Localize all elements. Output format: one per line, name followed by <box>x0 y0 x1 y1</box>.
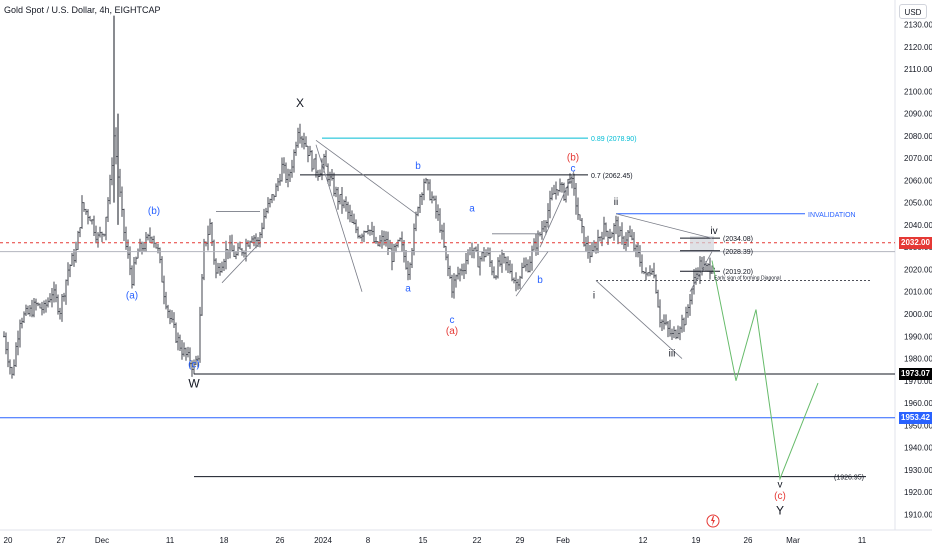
level-label: 0.89 (2078.90) <box>591 136 637 143</box>
wave-label: (c) <box>774 491 786 502</box>
trend-line <box>689 251 713 292</box>
projection-path <box>711 260 819 481</box>
price-tick-label: 1960.00 <box>904 399 932 408</box>
wave-label: X <box>296 96 304 110</box>
tradingview-logo-icon <box>706 514 720 528</box>
trend-line <box>315 139 417 215</box>
time-tick-label: 26 <box>276 536 285 545</box>
price-tick-label: 2010.00 <box>904 288 932 297</box>
wave-label: (a) <box>126 290 138 301</box>
time-tick-label: 8 <box>366 536 371 545</box>
price-tick-label: 2060.00 <box>904 176 932 185</box>
wave-label: ii <box>614 197 618 208</box>
time-tick-label: 19 <box>692 536 701 545</box>
wave-label: (c) <box>188 359 200 370</box>
level-label: INVALIDATION <box>808 212 856 219</box>
time-tick-label: 2024 <box>314 536 332 545</box>
trend-line <box>221 242 261 284</box>
time-tick-label: 11 <box>166 536 175 545</box>
price-tick-label: 1950.00 <box>904 421 932 430</box>
price-tick-label: 1980.00 <box>904 355 932 364</box>
trend-line <box>615 213 713 239</box>
price-tick-label: 2100.00 <box>904 87 932 96</box>
wave-label: a <box>405 284 411 295</box>
price-tick-label: 2020.00 <box>904 265 932 274</box>
price-tick-label: 2050.00 <box>904 199 932 208</box>
price-tick-label: 2040.00 <box>904 221 932 230</box>
price-tick-label: 1940.00 <box>904 444 932 453</box>
trend-line <box>315 144 363 292</box>
time-tick-label: 20 <box>4 536 13 545</box>
price-tick-label: 1910.00 <box>904 510 932 519</box>
time-tick-label: 29 <box>516 536 525 545</box>
price-tick-label: 1920.00 <box>904 488 932 497</box>
wave-label: a <box>469 204 475 215</box>
wave-label: v <box>778 480 783 491</box>
chart-grid <box>0 0 932 531</box>
time-tick-label: 18 <box>220 536 229 545</box>
wave-label: Y <box>776 503 784 517</box>
time-tick-label: 15 <box>419 536 428 545</box>
level-label: (1926.95) <box>834 475 864 482</box>
price-tick-label: 1970.00 <box>904 377 932 386</box>
price-tag: 1953.42 <box>899 411 932 424</box>
price-tick-label: 2110.00 <box>904 65 932 74</box>
price-tag: 1973.07 <box>899 367 932 380</box>
level-label: (2028.39) <box>723 249 753 256</box>
trend-line <box>539 171 575 248</box>
annotation-lines <box>0 137 895 481</box>
price-tick-label: 2000.00 <box>904 310 932 319</box>
level-label: 0.7 (2062.45) <box>591 173 633 180</box>
time-tick-label: 12 <box>639 536 648 545</box>
time-tick-label: Mar <box>786 536 800 545</box>
wave-label: i <box>593 290 595 301</box>
price-tick-label: 2130.00 <box>904 20 932 29</box>
wave-label: b <box>415 161 421 172</box>
price-tick-label: 2090.00 <box>904 110 932 119</box>
time-tick-label: Dec <box>95 536 109 545</box>
level-label: (2019.20) <box>723 269 753 276</box>
price-axis[interactable]: 2130.00 2120.00 2110.00 2100.00 2090.00 2080.… <box>904 20 932 519</box>
wave-labels: 0.89 (2078.90) 0.7 (2062.45) INVALIDATION (… <box>126 96 864 518</box>
trend-line <box>595 280 683 359</box>
time-tick-label: Feb <box>556 536 570 545</box>
diagonal-note-label: Early sign of forming Diagonal <box>714 276 781 282</box>
time-tick-label: 27 <box>57 536 66 545</box>
currency-button[interactable]: USD <box>899 4 927 19</box>
level-label: (2034.08) <box>723 236 753 243</box>
time-tick-label: 11 <box>858 536 867 545</box>
wave-label: (a) <box>446 326 458 337</box>
price-tick-label: 2120.00 <box>904 43 932 52</box>
time-tick-label: 22 <box>473 536 482 545</box>
trend-line <box>515 251 549 297</box>
wave-label: iii <box>669 348 676 359</box>
price-tag: 2032.00 <box>899 236 932 249</box>
time-axis[interactable]: 20 27 Dec 11 18 26 2024 8 15 22 29 Feb 12 19 26 Mar 11 <box>4 536 867 545</box>
price-tick-label: 1990.00 <box>904 332 932 341</box>
wave-label: b <box>537 275 543 286</box>
symbol-title: Gold Spot / U.S. Dollar, 4h, EIGHTCAP <box>4 5 161 15</box>
wave-label: (b) <box>148 206 160 217</box>
price-tick-label: 2070.00 <box>904 154 932 163</box>
candles <box>3 15 715 379</box>
consolidation-box <box>690 236 714 252</box>
wave-label: iv <box>710 226 717 237</box>
time-tick-label: 26 <box>744 536 753 545</box>
price-tick-label: 2080.00 <box>904 132 932 141</box>
wave-label: W <box>188 376 200 390</box>
wave-label: c <box>450 315 455 326</box>
price-tick-label: 1930.00 <box>904 466 932 475</box>
wave-label: (b) <box>567 152 579 163</box>
wave-label: c <box>571 163 576 174</box>
